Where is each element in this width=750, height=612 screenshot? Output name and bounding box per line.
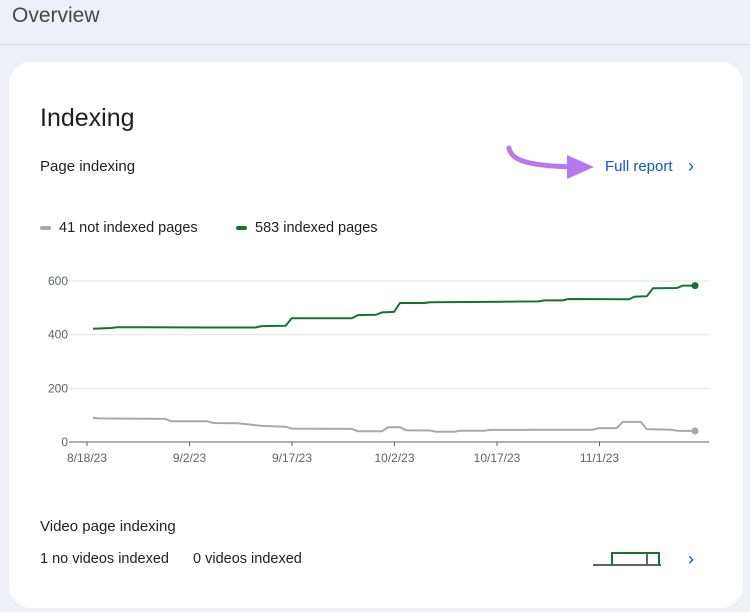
indexing-card: Indexing Page indexing Full report › 41 … [9, 62, 743, 608]
sparkline-step [611, 552, 660, 565]
indexed-endpoint [691, 282, 699, 290]
x-tick-label: 9/2/23 [173, 451, 207, 465]
legend-indexed[interactable]: 583 indexed pages [236, 220, 378, 236]
y-tick-label: 200 [48, 381, 68, 395]
legend-label-not-indexed: 41 not indexed pages [59, 220, 198, 236]
video-stat-videos-indexed: 0 videos indexed [193, 551, 302, 567]
x-tick-label: 10/17/23 [474, 451, 521, 465]
video-indexing-title: Video page indexing [40, 518, 176, 535]
y-tick-label: 0 [61, 435, 68, 449]
y-tick-label: 400 [48, 328, 68, 342]
indexed-series-line [92, 284, 695, 330]
page-indexing-title: Page indexing [40, 158, 136, 175]
y-tick-label: 600 [48, 274, 68, 288]
video-stat-no-videos: 1 no videos indexed [40, 551, 169, 567]
full-report-link[interactable]: Full report [605, 158, 673, 175]
not-indexed-endpoint [691, 427, 699, 435]
x-tick-label: 11/1/23 [580, 451, 619, 465]
annotation-arrow-icon [506, 145, 594, 179]
x-tick-label: 10/2/23 [374, 451, 414, 465]
card-title: Indexing [40, 104, 135, 132]
chevron-right-icon[interactable]: › [688, 156, 694, 176]
x-tick-label: 9/17/23 [272, 451, 312, 465]
x-tick-label: 8/18/23 [67, 451, 107, 465]
top-bar: Overview [0, 0, 750, 45]
legend-swatch-green [236, 226, 247, 230]
not-indexed-series-line [92, 416, 696, 433]
legend-not-indexed[interactable]: 41 not indexed pages [40, 220, 198, 236]
legend-swatch-gray [40, 226, 51, 230]
page-title: Overview [12, 4, 100, 27]
page-indexing-chart: 0 200 400 600 8/18/23 9/2/23 9/17/23 10/2/23 10/… [48, 274, 709, 465]
legend-label-indexed: 583 indexed pages [255, 220, 378, 236]
chevron-right-icon[interactable]: › [688, 549, 694, 569]
video-sparkline [593, 552, 661, 566]
